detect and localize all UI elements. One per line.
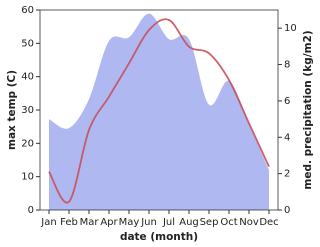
y2-tick-label: 2 bbox=[284, 169, 290, 180]
x-tick-label: Aug bbox=[179, 217, 199, 228]
x-tick-label: Nov bbox=[239, 217, 259, 228]
y-tick-label: 50 bbox=[21, 38, 34, 49]
y-tick-label: 60 bbox=[21, 5, 34, 16]
precipitation-area bbox=[49, 13, 269, 211]
y-tick-label: 40 bbox=[21, 72, 34, 83]
y2-axis-label: med. precipitation (kg/m2) bbox=[302, 30, 314, 189]
y-axis-label: max temp (C) bbox=[6, 70, 18, 150]
y-tick-label: 30 bbox=[21, 105, 34, 116]
x-tick-label: May bbox=[119, 217, 140, 228]
x-axis-label: date (month) bbox=[120, 231, 198, 243]
x-tick-label: Sep bbox=[200, 217, 219, 228]
y2-tick-label: 6 bbox=[284, 96, 290, 107]
x-tick-label: Dec bbox=[259, 217, 278, 228]
x-tick-label: Jun bbox=[140, 217, 157, 228]
x-tick-label: Feb bbox=[60, 217, 78, 228]
x-tick-label: Jan bbox=[40, 217, 56, 228]
y2-tick-label: 10 bbox=[284, 23, 297, 34]
y-tick-label: 20 bbox=[21, 138, 34, 149]
y2-tick-label: 0 bbox=[284, 205, 290, 216]
y-tick-label: 0 bbox=[28, 205, 34, 216]
temperature-line bbox=[48, 18, 270, 204]
y2-tick-label: 8 bbox=[284, 60, 290, 71]
x-tick-label: Jul bbox=[162, 217, 175, 228]
x-tick-label: Apr bbox=[100, 217, 118, 228]
x-tick-label: Mar bbox=[80, 217, 100, 228]
x-tick-label: Oct bbox=[220, 217, 237, 228]
y2-tick-label: 4 bbox=[284, 132, 290, 143]
y-tick-label: 10 bbox=[21, 172, 34, 183]
